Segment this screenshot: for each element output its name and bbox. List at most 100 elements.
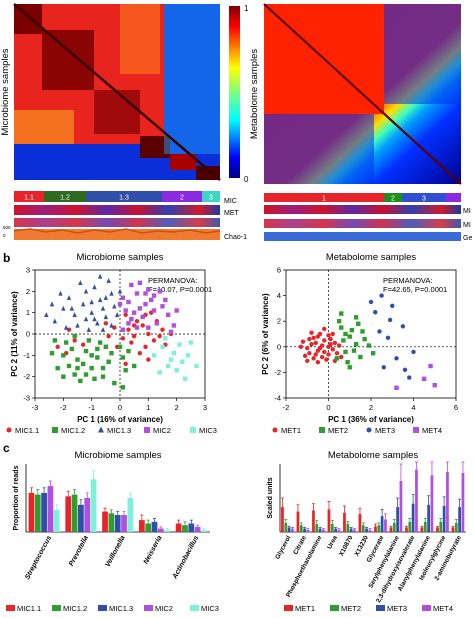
- bar-MET3: [303, 528, 306, 532]
- bar-MET1: [420, 527, 424, 532]
- legend-marker-MIC2: [144, 427, 150, 433]
- bar-MET1: [358, 513, 362, 532]
- bar-MIC1.1: [65, 496, 72, 532]
- point-MIC1.3: [80, 301, 86, 307]
- bar-MET1: [327, 509, 331, 532]
- microbiome-track-met: [14, 218, 220, 227]
- legend-label-MIC3: MIC3: [199, 426, 217, 435]
- point-MET2: [366, 343, 372, 348]
- heatmap-microbiome-patch-2: [14, 110, 74, 144]
- category-label: Prevotella: [68, 535, 90, 568]
- point-MIC2: [137, 280, 143, 285]
- bar-MET1: [451, 527, 455, 532]
- point-MET1: [315, 334, 321, 339]
- legend-label-MET2: MET2: [341, 604, 361, 613]
- permanova-label: PERMANOVA:: [148, 276, 197, 285]
- point-MET4: [421, 376, 427, 381]
- bar-MET4: [415, 469, 418, 532]
- point-MET1: [324, 357, 329, 362]
- category-label: Actinobacillus: [171, 535, 200, 582]
- point-MIC1.3: [112, 303, 117, 309]
- point-MIC1.3: [58, 290, 63, 296]
- point-MET1: [322, 349, 327, 355]
- point-MET2: [339, 325, 344, 330]
- point-MIC3: [188, 340, 194, 345]
- chart-bars-microbiome: Microbiome samples Proportion of reads Str…: [6, 450, 219, 613]
- point-MIC3: [157, 370, 162, 375]
- y-axis-label: Proportion of reads: [13, 465, 20, 530]
- legend-marker-MIC1.1: [6, 427, 12, 433]
- category-label: Neisseria: [143, 535, 164, 566]
- point-MET3: [385, 335, 391, 341]
- point-MET1: [315, 359, 321, 365]
- bar-MIC1.1: [102, 511, 108, 532]
- point-MIC2: [123, 308, 128, 313]
- bar-MET2: [330, 524, 334, 532]
- legend-label-MET3: MET3: [387, 604, 407, 613]
- track-label-ge: Ge: [463, 235, 472, 242]
- point-MIC1.2: [103, 344, 109, 349]
- y-tick-label: -1: [23, 351, 30, 360]
- point-MIC2: [151, 293, 157, 298]
- category-label: Citrate: [292, 534, 308, 556]
- point-MIC2: [157, 289, 162, 294]
- point-MIC1.3: [83, 316, 89, 322]
- legend-label-MIC2: MIC2: [155, 604, 173, 613]
- legend-swatch-MIC1.1: [6, 605, 15, 611]
- metabolome-track-1: [264, 205, 461, 214]
- point-MIC1.2: [112, 380, 117, 386]
- chart-title: Metabolome samples: [328, 450, 419, 461]
- point-MET1: [311, 335, 316, 341]
- point-MIC2: [143, 301, 148, 307]
- point-MIC1.2: [123, 368, 128, 373]
- bar-MIC1.2: [182, 525, 188, 532]
- microbiome-cluster-bar: 1.1 1.2 1.3 2 3: [14, 191, 220, 202]
- colorbar-tick-min: 0: [244, 175, 249, 184]
- bar-MET3: [427, 504, 430, 532]
- bar-MET3: [318, 528, 322, 532]
- point-MET3: [387, 317, 393, 323]
- point-MET2: [360, 329, 365, 334]
- point-MIC1.2: [120, 385, 126, 390]
- point-MIC1.2: [80, 361, 86, 367]
- bar-MET2: [423, 521, 427, 532]
- met-cluster-segment-0: [264, 193, 384, 202]
- bar-MIC2: [157, 528, 164, 532]
- point-MET2: [334, 356, 340, 361]
- point-MET1: [302, 353, 308, 358]
- point-MET3: [379, 293, 384, 298]
- point-MET1: [305, 345, 310, 351]
- heatmap-metabolome-patch-2: [264, 114, 374, 184]
- point-MIC3: [165, 363, 171, 369]
- point-MIC1.1: [103, 321, 109, 326]
- point-MET3: [411, 349, 416, 355]
- bar-MET4: [306, 529, 310, 532]
- x-tick-label: 3: [203, 403, 207, 412]
- bar-MIC2: [194, 526, 201, 532]
- point-MIC1.3: [89, 309, 94, 315]
- bar-MET1: [389, 527, 393, 532]
- bar-MET3: [334, 528, 337, 532]
- point-MIC2: [148, 297, 154, 303]
- point-MIC1.3: [97, 297, 103, 303]
- chao-axis-top: 500: [3, 225, 11, 230]
- legend-label-MIC1.3: MIC1.3: [107, 426, 131, 435]
- point-MET1: [305, 358, 310, 364]
- point-MIC1.2: [61, 374, 66, 379]
- point-MIC1.1: [151, 338, 157, 343]
- point-MET2: [347, 334, 352, 339]
- point-MIC1.2: [106, 359, 111, 364]
- point-MET2: [353, 342, 359, 347]
- point-MIC2: [151, 308, 157, 313]
- point-MIC1.3: [114, 312, 120, 317]
- point-MIC1.3: [63, 324, 69, 330]
- point-MIC1.3: [61, 305, 66, 311]
- legend-label-MET1: MET1: [281, 426, 301, 435]
- point-MIC1.2: [97, 340, 103, 345]
- point-MET1: [313, 340, 318, 346]
- point-MIC2: [146, 287, 151, 292]
- metabolome-cluster-bar: 1 2 3: [264, 193, 461, 203]
- legend-swatch-MET2: [330, 605, 339, 611]
- point-MET2: [370, 351, 376, 356]
